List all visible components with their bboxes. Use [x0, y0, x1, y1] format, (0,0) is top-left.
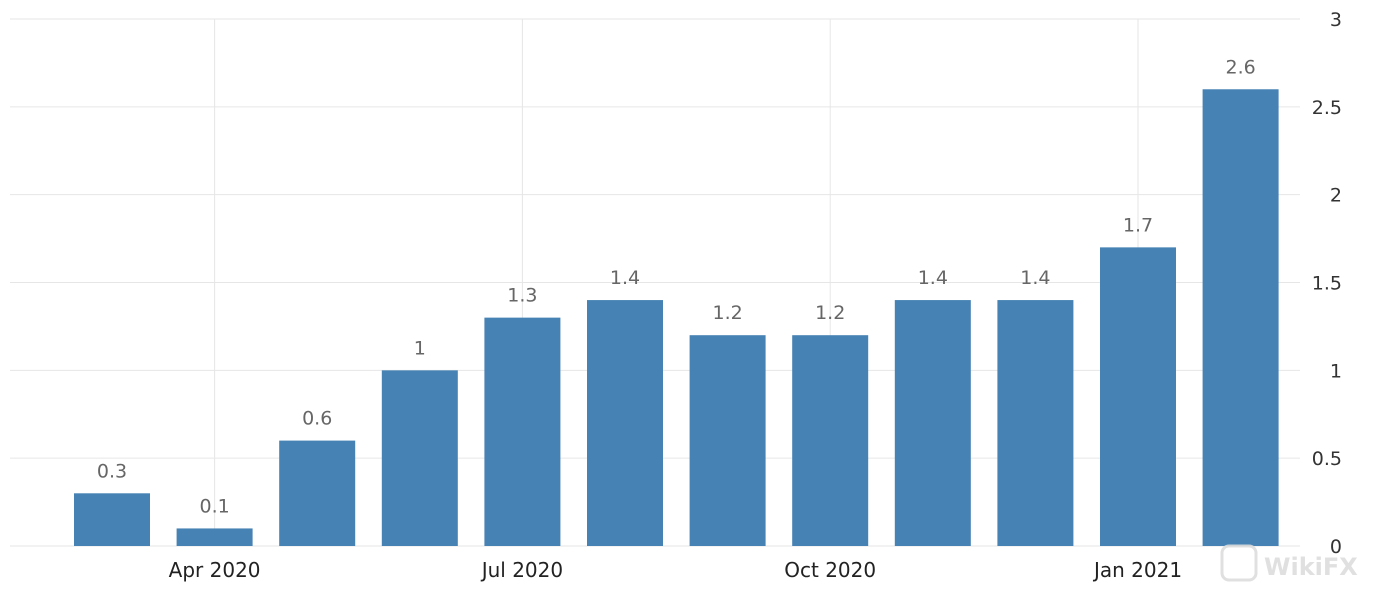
data-labels: 0.3 0.1 0.6 1 1.3 1.4 1.2 1.2 1.4 1.4 1.7 2.6 [97, 56, 1256, 517]
data-label: 0.1 [199, 495, 229, 517]
watermark-text: WikiFX [1264, 553, 1358, 581]
bar [792, 335, 869, 546]
bar [894, 300, 971, 546]
data-label: 0.3 [97, 460, 127, 482]
x-tick-label: Apr 2020 [169, 558, 261, 582]
bar [176, 528, 253, 546]
y-tick-label: 0.5 [1312, 448, 1342, 470]
x-tick-label: Jan 2021 [1092, 558, 1182, 582]
data-label: 1.4 [1020, 267, 1050, 289]
data-label: 1.3 [507, 285, 537, 307]
data-label: 2.6 [1225, 56, 1255, 78]
y-tick-label: 3 [1330, 9, 1342, 31]
y-tick-label: 2 [1330, 185, 1342, 207]
y-tick-label: 2.5 [1312, 97, 1342, 119]
bar [74, 493, 150, 546]
watermark-logo-icon [1220, 544, 1258, 582]
bars [74, 89, 1279, 547]
bar [1100, 247, 1176, 546]
bar [381, 370, 458, 546]
x-tick-label: Oct 2020 [784, 558, 876, 582]
data-label: 1 [414, 337, 426, 359]
bar [997, 300, 1074, 546]
bar [484, 317, 561, 546]
bar [689, 335, 766, 546]
data-label: 1.2 [712, 302, 742, 324]
grid-lines [10, 18, 1300, 547]
data-label: 0.6 [302, 408, 332, 430]
y-tick-label: 0 [1330, 536, 1342, 558]
y-axis-ticks: 0 0.5 1 1.5 2 2.5 3 [1312, 9, 1342, 558]
data-label: 1.4 [610, 267, 640, 289]
y-tick-label: 1.5 [1312, 273, 1342, 295]
bar [587, 300, 663, 546]
data-label: 1.7 [1123, 214, 1153, 236]
x-axis-ticks: Apr 2020 Jul 2020 Oct 2020 Jan 2021 [169, 558, 1182, 582]
watermark: WikiFX [1220, 544, 1358, 582]
x-tick-label: Jul 2020 [480, 558, 563, 582]
data-label: 1.2 [815, 302, 845, 324]
y-tick-label: 1 [1330, 360, 1342, 382]
bar [1202, 89, 1279, 547]
bar [279, 440, 356, 546]
data-label: 1.4 [918, 267, 948, 289]
